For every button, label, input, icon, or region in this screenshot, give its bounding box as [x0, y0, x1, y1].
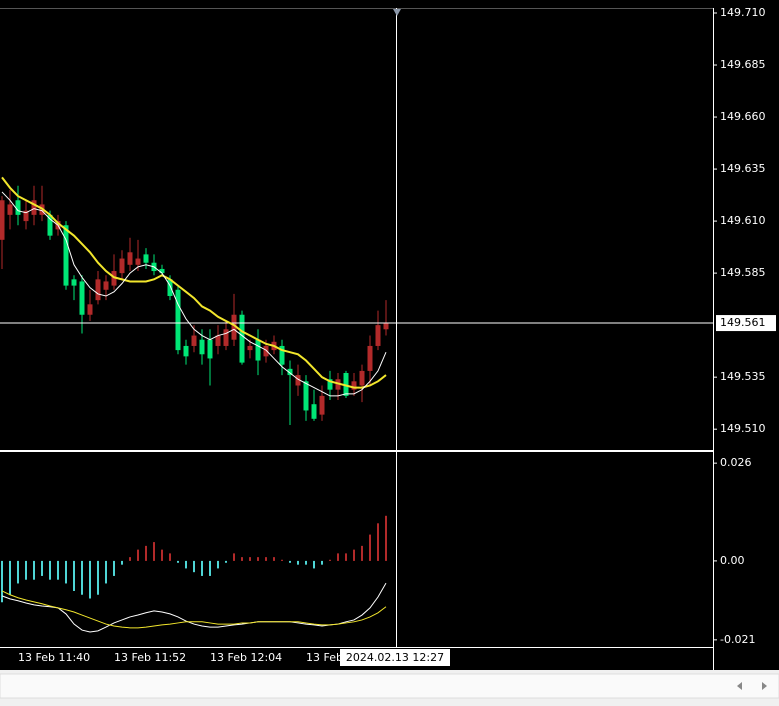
- indicator-line: [1, 176, 387, 389]
- candle-body: [239, 314, 245, 363]
- crosshair-time-box: [340, 649, 450, 666]
- y-tick-label: 149.610: [720, 214, 766, 227]
- candle-body: [71, 279, 77, 286]
- y-tick-label: 149.535: [720, 370, 766, 383]
- candle-body: [15, 200, 21, 215]
- candle-body: [383, 323, 389, 330]
- candle-body: [207, 339, 213, 359]
- chart-background: [0, 0, 779, 670]
- candle-body: [0, 200, 5, 240]
- candle-body: [319, 395, 325, 415]
- candle-body: [143, 254, 149, 263]
- candle-body: [87, 304, 93, 315]
- candle-body: [231, 314, 237, 340]
- candle-body: [111, 271, 117, 286]
- y-tick-label: 149.710: [720, 6, 766, 19]
- candle-body: [23, 210, 29, 222]
- candle-body: [63, 225, 69, 286]
- candle-body: [359, 370, 365, 386]
- candle-body: [47, 214, 53, 236]
- candle-body: [335, 379, 341, 390]
- x-tick-label: 13 Feb: [306, 651, 343, 664]
- candle-body: [247, 345, 253, 351]
- y-tick-label: 149.635: [720, 162, 766, 175]
- candle-body: [103, 281, 109, 290]
- candle-body: [199, 339, 205, 355]
- y-tick-label: 149.510: [720, 422, 766, 435]
- candle-body: [215, 335, 221, 346]
- current-price-box: [716, 315, 776, 332]
- candle-body: [375, 325, 381, 346]
- candle-body: [95, 279, 101, 301]
- candle-body: [287, 368, 293, 376]
- y-tick-label: 0.026: [720, 456, 752, 469]
- candle-body: [351, 381, 357, 390]
- candle-body: [255, 339, 261, 361]
- y-tick-label: 149.685: [720, 58, 766, 71]
- x-tick-label: 13 Feb 12:04: [210, 651, 282, 664]
- candle-body: [279, 345, 285, 365]
- y-tick-label: 149.585: [720, 266, 766, 279]
- candle-body: [175, 289, 181, 351]
- y-tick-label: 0.00: [720, 554, 745, 567]
- candle-body: [343, 373, 349, 396]
- y-tick-label: -0.021: [720, 633, 755, 646]
- current-price-label: 149.561: [720, 316, 766, 329]
- candle-body: [327, 379, 333, 390]
- crosshair-marker: [393, 9, 401, 16]
- candle-body: [303, 381, 309, 411]
- x-tick-label: 13 Feb 11:40: [18, 651, 90, 664]
- candle-body: [223, 329, 229, 346]
- candle-body: [79, 281, 85, 315]
- candle-body: [135, 258, 141, 265]
- scroll-right[interactable]: [762, 682, 767, 690]
- candle-body: [191, 335, 197, 346]
- candle-body: [7, 204, 13, 215]
- candle-body: [295, 375, 301, 386]
- candle-body: [367, 345, 373, 371]
- indicator-line: [1, 582, 387, 633]
- candle-body: [311, 404, 317, 419]
- candle-body: [159, 268, 165, 274]
- candle-body: [263, 345, 269, 357]
- candle-body: [31, 200, 37, 215]
- crosshair-time: 2024.02.13 12:27: [346, 651, 444, 664]
- indicator-line: [1, 191, 387, 397]
- x-tick-label: 13 Feb 11:52: [114, 651, 186, 664]
- candle-body: [119, 258, 125, 274]
- candle-body: [127, 252, 133, 265]
- candle-body: [167, 279, 173, 297]
- scrollbar[interactable]: [0, 673, 779, 699]
- candle-body: [183, 345, 189, 357]
- scroll-left[interactable]: [737, 682, 742, 690]
- y-tick-label: 149.660: [720, 110, 766, 123]
- indicator-line: [1, 590, 387, 629]
